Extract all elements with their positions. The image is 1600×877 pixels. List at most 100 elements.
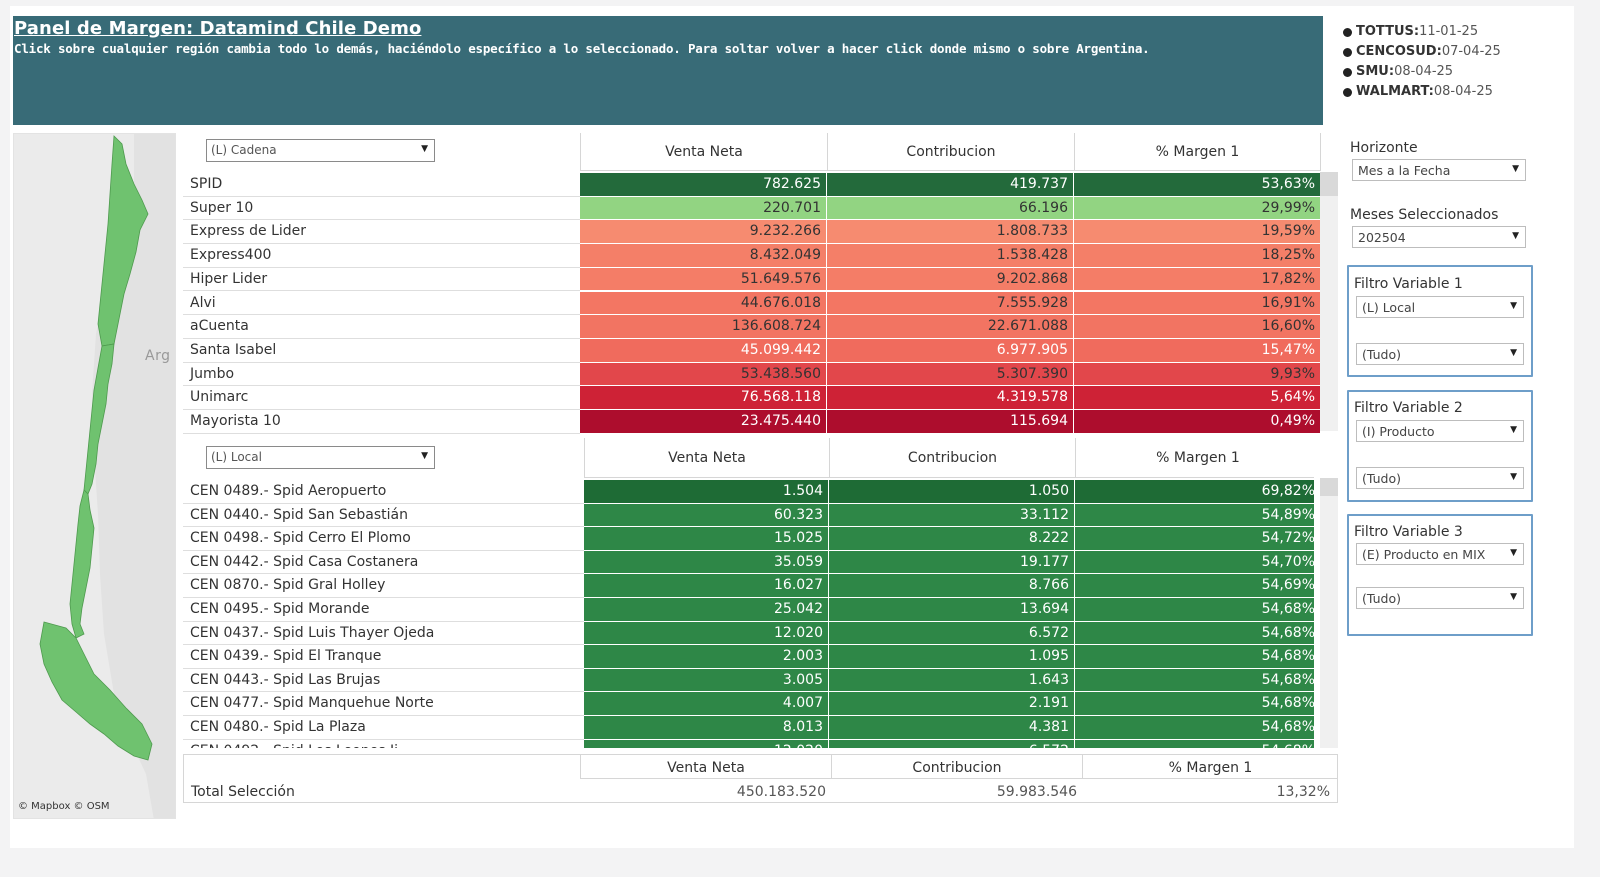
value-margen-cell[interactable]: 0,49% bbox=[1074, 410, 1320, 433]
table-row[interactable]: CEN 0480.- Spid La Plaza 8.013 4.381 54,68% bbox=[183, 716, 1314, 740]
table-row[interactable]: Super 10 220.701 66.196 29,99% bbox=[183, 196, 1320, 221]
value-venta-cell[interactable]: 35.059 bbox=[584, 550, 829, 574]
value-venta-cell[interactable]: 8.013 bbox=[584, 716, 829, 739]
filter-1-variable-dropdown[interactable]: (L) Local ▼ bbox=[1356, 296, 1524, 318]
value-contrib-cell[interactable]: 4.319.578 bbox=[827, 386, 1074, 409]
value-contrib-cell[interactable]: 9.202.868 bbox=[827, 267, 1074, 291]
table-row[interactable]: SPID 782.625 419.737 53,63% bbox=[183, 173, 1320, 197]
chain-scroll-thumb[interactable] bbox=[1320, 172, 1338, 196]
value-margen-cell[interactable]: 15,47% bbox=[1074, 338, 1320, 362]
value-contrib-cell[interactable]: 5.307.390 bbox=[827, 362, 1074, 386]
row-label[interactable]: Super 10 bbox=[190, 199, 254, 216]
value-venta-cell[interactable]: 12.020 bbox=[584, 739, 829, 748]
row-label[interactable]: Express de Lider bbox=[190, 223, 307, 240]
value-contrib-cell[interactable]: 8.766 bbox=[829, 574, 1075, 597]
value-venta-cell[interactable]: 15.025 bbox=[584, 527, 829, 550]
value-venta-cell[interactable]: 3.005 bbox=[584, 668, 829, 692]
value-venta-cell[interactable]: 12.020 bbox=[584, 621, 829, 645]
local-dimension-dropdown[interactable]: (L) Local ▼ bbox=[206, 446, 435, 469]
value-venta-cell[interactable]: 44.676.018 bbox=[580, 291, 827, 315]
value-margen-cell[interactable]: 54,68% bbox=[1075, 716, 1314, 739]
table-row[interactable]: CEN 0489.- Spid Aeropuerto 1.504 1.050 69,8… bbox=[183, 480, 1314, 504]
value-margen-cell[interactable]: 54,68% bbox=[1075, 645, 1314, 668]
value-margen-cell[interactable]: 54,68% bbox=[1075, 739, 1314, 748]
table-row[interactable]: CEN 0495.- Spid Morande 25.042 13.694 54,68… bbox=[183, 598, 1314, 622]
value-margen-cell[interactable]: 5,64% bbox=[1074, 386, 1320, 409]
value-contrib-cell[interactable]: 1.808.733 bbox=[827, 220, 1074, 244]
value-contrib-cell[interactable]: 7.555.928 bbox=[827, 291, 1074, 315]
value-contrib-cell[interactable]: 115.694 bbox=[827, 410, 1074, 433]
value-margen-cell[interactable]: 18,25% bbox=[1074, 244, 1320, 267]
value-venta-cell[interactable]: 76.568.118 bbox=[580, 386, 827, 409]
row-label[interactable]: CEN 0442.- Spid Casa Costanera bbox=[190, 553, 419, 570]
table-row[interactable]: CEN 0498.- Spid Cerro El Plomo 15.025 8.22… bbox=[183, 527, 1314, 551]
row-label[interactable]: Unimarc bbox=[190, 389, 249, 406]
table-row[interactable]: CEN 0442.- Spid Casa Costanera 35.059 19.1… bbox=[183, 550, 1314, 575]
value-margen-cell[interactable]: 54,69% bbox=[1075, 574, 1314, 597]
value-venta-cell[interactable]: 53.438.560 bbox=[580, 362, 827, 386]
table-row[interactable]: CEN 0870.- Spid Gral Holley 16.027 8.766 54… bbox=[183, 574, 1314, 598]
table-row[interactable]: CEN 0492.- Spid Los Leones Ii 12.0206.572… bbox=[183, 739, 1314, 748]
value-venta-cell[interactable]: 25.042 bbox=[584, 598, 829, 621]
argentina-label[interactable]: Arg bbox=[145, 348, 171, 364]
table-row[interactable]: Hiper Lider 51.649.576 9.202.868 17,82% bbox=[183, 267, 1320, 292]
value-venta-cell[interactable]: 220.701 bbox=[580, 196, 827, 220]
chain-dimension-dropdown[interactable]: (L) Cadena ▼ bbox=[206, 139, 435, 162]
row-label[interactable]: SPID bbox=[190, 176, 223, 192]
filter-3-value-dropdown[interactable]: (Tudo) ▼ bbox=[1356, 587, 1524, 609]
value-venta-cell[interactable]: 51.649.576 bbox=[580, 267, 827, 291]
filter-3-variable-dropdown[interactable]: (E) Producto en MIX ▼ bbox=[1356, 543, 1524, 565]
value-contrib-cell[interactable]: 22.671.088 bbox=[827, 315, 1074, 338]
region-north[interactable] bbox=[97, 135, 149, 347]
chain-header-margen[interactable]: % Margen 1 bbox=[1074, 133, 1321, 171]
value-contrib-cell[interactable]: 6.977.905 bbox=[827, 338, 1074, 362]
value-venta-cell[interactable]: 45.099.442 bbox=[580, 338, 827, 362]
value-venta-cell[interactable]: 23.475.440 bbox=[580, 410, 827, 433]
value-venta-cell[interactable]: 8.432.049 bbox=[580, 244, 827, 267]
value-margen-cell[interactable]: 54,72% bbox=[1075, 527, 1314, 550]
row-label[interactable]: CEN 0480.- Spid La Plaza bbox=[190, 719, 366, 735]
row-label[interactable]: Mayorista 10 bbox=[190, 413, 281, 429]
value-venta-cell[interactable]: 60.323 bbox=[584, 503, 829, 527]
local-table-scrollbar[interactable] bbox=[1320, 478, 1338, 748]
local-header-contrib[interactable]: Contribucion bbox=[829, 438, 1075, 478]
value-contrib-cell[interactable]: 419.737 bbox=[827, 173, 1074, 196]
table-row[interactable]: Express400 8.432.049 1.538.428 18,25% bbox=[183, 244, 1320, 268]
row-label[interactable]: CEN 0477.- Spid Manquehue Norte bbox=[190, 695, 434, 712]
table-row[interactable]: Alvi 44.676.018 7.555.928 16,91% bbox=[183, 291, 1320, 316]
value-contrib-cell[interactable]: 19.177 bbox=[829, 550, 1075, 574]
horizonte-dropdown[interactable]: Mes a la Fecha ▼ bbox=[1352, 159, 1526, 181]
value-venta-cell[interactable]: 16.027 bbox=[584, 574, 829, 597]
table-row[interactable]: Express de Lider 9.232.266 1.808.733 19,59% bbox=[183, 220, 1320, 245]
row-label[interactable]: CEN 0492.- Spid Los Leones Ii bbox=[190, 743, 398, 748]
value-contrib-cell[interactable]: 33.112 bbox=[829, 503, 1075, 527]
value-venta-cell[interactable]: 9.232.266 bbox=[580, 220, 827, 244]
value-margen-cell[interactable]: 16,91% bbox=[1074, 291, 1320, 315]
row-label[interactable]: CEN 0489.- Spid Aeropuerto bbox=[190, 483, 387, 499]
table-row[interactable]: CEN 0443.- Spid Las Brujas 3.005 1.643 54,6… bbox=[183, 668, 1314, 693]
value-margen-cell[interactable]: 53,63% bbox=[1074, 173, 1320, 196]
value-contrib-cell[interactable]: 6.572 bbox=[829, 739, 1075, 748]
value-margen-cell[interactable]: 54,68% bbox=[1075, 621, 1314, 645]
value-contrib-cell[interactable]: 13.694 bbox=[829, 598, 1075, 621]
chain-header-contrib[interactable]: Contribucion bbox=[827, 133, 1074, 171]
value-venta-cell[interactable]: 782.625 bbox=[580, 173, 827, 196]
value-venta-cell[interactable]: 136.608.724 bbox=[580, 315, 827, 338]
filter-2-value-dropdown[interactable]: (Tudo) ▼ bbox=[1356, 467, 1524, 489]
value-margen-cell[interactable]: 9,93% bbox=[1074, 362, 1320, 386]
table-row[interactable]: Jumbo 53.438.560 5.307.390 9,93% bbox=[183, 362, 1320, 387]
filter-1-value-dropdown[interactable]: (Tudo) ▼ bbox=[1356, 343, 1524, 365]
table-row[interactable]: Mayorista 10 23.475.440 115.694 0,49% bbox=[183, 410, 1320, 434]
value-contrib-cell[interactable]: 6.572 bbox=[829, 621, 1075, 645]
chile-map-shape[interactable] bbox=[14, 134, 176, 819]
value-venta-cell[interactable]: 2.003 bbox=[584, 645, 829, 668]
row-label[interactable]: CEN 0439.- Spid El Tranque bbox=[190, 648, 382, 665]
row-label[interactable]: Jumbo bbox=[190, 365, 235, 382]
value-contrib-cell[interactable]: 2.191 bbox=[829, 692, 1075, 715]
row-label[interactable]: CEN 0870.- Spid Gral Holley bbox=[190, 577, 386, 594]
value-contrib-cell[interactable]: 1.095 bbox=[829, 645, 1075, 668]
value-margen-cell[interactable]: 54,70% bbox=[1075, 550, 1314, 574]
row-label[interactable]: Alvi bbox=[190, 294, 216, 311]
region-south[interactable] bbox=[69, 489, 95, 639]
value-contrib-cell[interactable]: 1.538.428 bbox=[827, 244, 1074, 267]
